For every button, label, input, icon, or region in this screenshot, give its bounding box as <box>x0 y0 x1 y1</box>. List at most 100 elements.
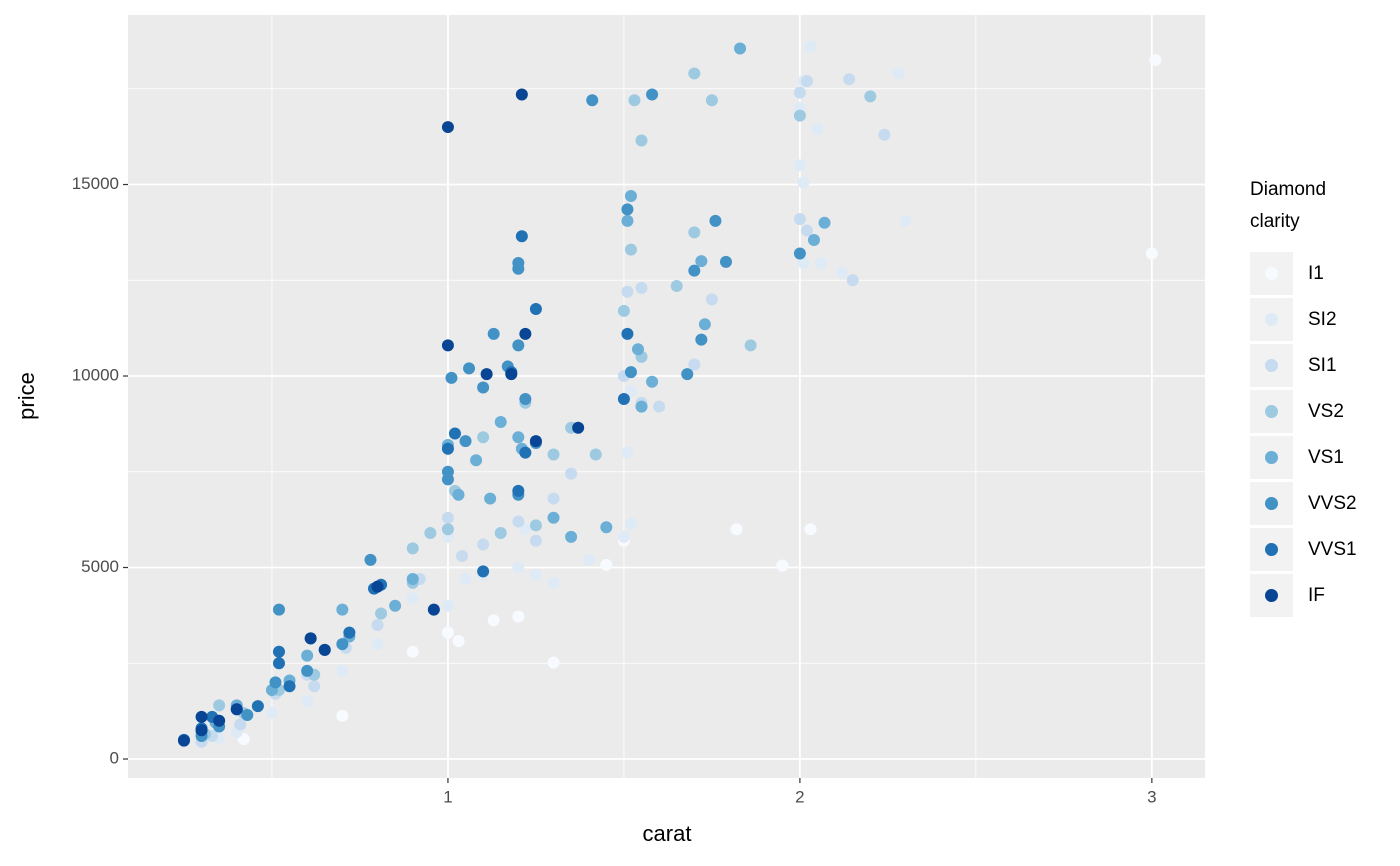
point <box>272 657 285 670</box>
point <box>547 511 560 524</box>
point <box>512 515 525 528</box>
legend-label: SI1 <box>1308 355 1337 376</box>
point <box>512 484 525 497</box>
point <box>807 234 820 247</box>
legend-label: SI2 <box>1308 309 1337 330</box>
point <box>519 392 532 405</box>
point <box>441 121 454 134</box>
point <box>600 521 613 534</box>
y-tick-label: 0 <box>110 748 119 767</box>
point <box>336 603 349 616</box>
point <box>547 492 560 505</box>
point <box>565 530 578 543</box>
point <box>621 327 634 340</box>
point <box>800 75 813 88</box>
point <box>797 257 810 270</box>
point <box>804 523 817 536</box>
point <box>624 243 637 256</box>
point <box>480 368 493 381</box>
point <box>600 558 613 571</box>
point <box>389 599 402 612</box>
point <box>628 94 641 107</box>
legend-label: VS2 <box>1308 401 1344 422</box>
point <box>836 266 849 279</box>
point <box>195 724 208 737</box>
legend-label: VS1 <box>1308 447 1344 468</box>
point <box>681 368 694 381</box>
point <box>800 224 813 237</box>
point <box>251 700 264 713</box>
point <box>621 203 634 216</box>
point <box>621 285 634 298</box>
point <box>529 302 542 315</box>
point <box>892 67 905 80</box>
point <box>371 618 384 631</box>
legend-label: VVS1 <box>1308 539 1357 560</box>
point <box>811 122 824 135</box>
point <box>448 427 461 440</box>
point <box>864 90 877 103</box>
point <box>371 580 384 593</box>
point <box>631 343 644 356</box>
point <box>688 67 701 80</box>
point <box>494 415 507 428</box>
point <box>815 257 828 270</box>
legend-swatch <box>1265 543 1278 556</box>
point <box>241 708 254 721</box>
point <box>670 280 683 293</box>
legend-title: Diamond clarity <box>1250 179 1326 232</box>
point <box>441 442 454 455</box>
point <box>878 128 891 141</box>
point <box>477 381 490 394</box>
point <box>846 274 859 287</box>
point <box>301 649 314 662</box>
point <box>621 214 634 227</box>
point <box>529 435 542 448</box>
point <box>406 645 419 658</box>
point <box>565 467 578 480</box>
point <box>804 40 817 53</box>
point <box>843 73 856 86</box>
x-tick-label: 3 <box>1147 787 1156 806</box>
y-tick-label: 5000 <box>81 557 119 576</box>
point <box>621 446 634 459</box>
point <box>519 523 532 536</box>
legend-swatch <box>1265 359 1278 372</box>
point <box>336 664 349 677</box>
point <box>586 94 599 107</box>
point <box>445 371 458 384</box>
point <box>452 488 465 501</box>
point <box>547 576 560 589</box>
point <box>646 375 659 388</box>
point <box>456 550 469 563</box>
point <box>283 680 296 693</box>
point <box>441 599 454 612</box>
point <box>899 214 912 227</box>
point <box>797 176 810 189</box>
point <box>477 565 490 578</box>
point <box>441 626 454 639</box>
point <box>519 327 532 340</box>
legend-swatch <box>1265 589 1278 602</box>
point <box>529 569 542 582</box>
point <box>617 392 630 405</box>
point <box>375 607 388 620</box>
point <box>272 645 285 658</box>
point <box>705 94 718 107</box>
point <box>463 362 476 375</box>
point <box>364 553 377 566</box>
point <box>624 190 637 203</box>
point <box>646 88 659 101</box>
point <box>624 385 637 398</box>
point <box>529 519 542 532</box>
x-axis-title: carat <box>643 821 692 846</box>
point <box>512 339 525 352</box>
x-tick-label: 2 <box>795 787 804 806</box>
point <box>1149 54 1162 67</box>
point <box>406 542 419 555</box>
point <box>512 561 525 574</box>
point <box>793 247 806 260</box>
point <box>547 656 560 669</box>
point <box>529 534 542 547</box>
point <box>688 226 701 239</box>
